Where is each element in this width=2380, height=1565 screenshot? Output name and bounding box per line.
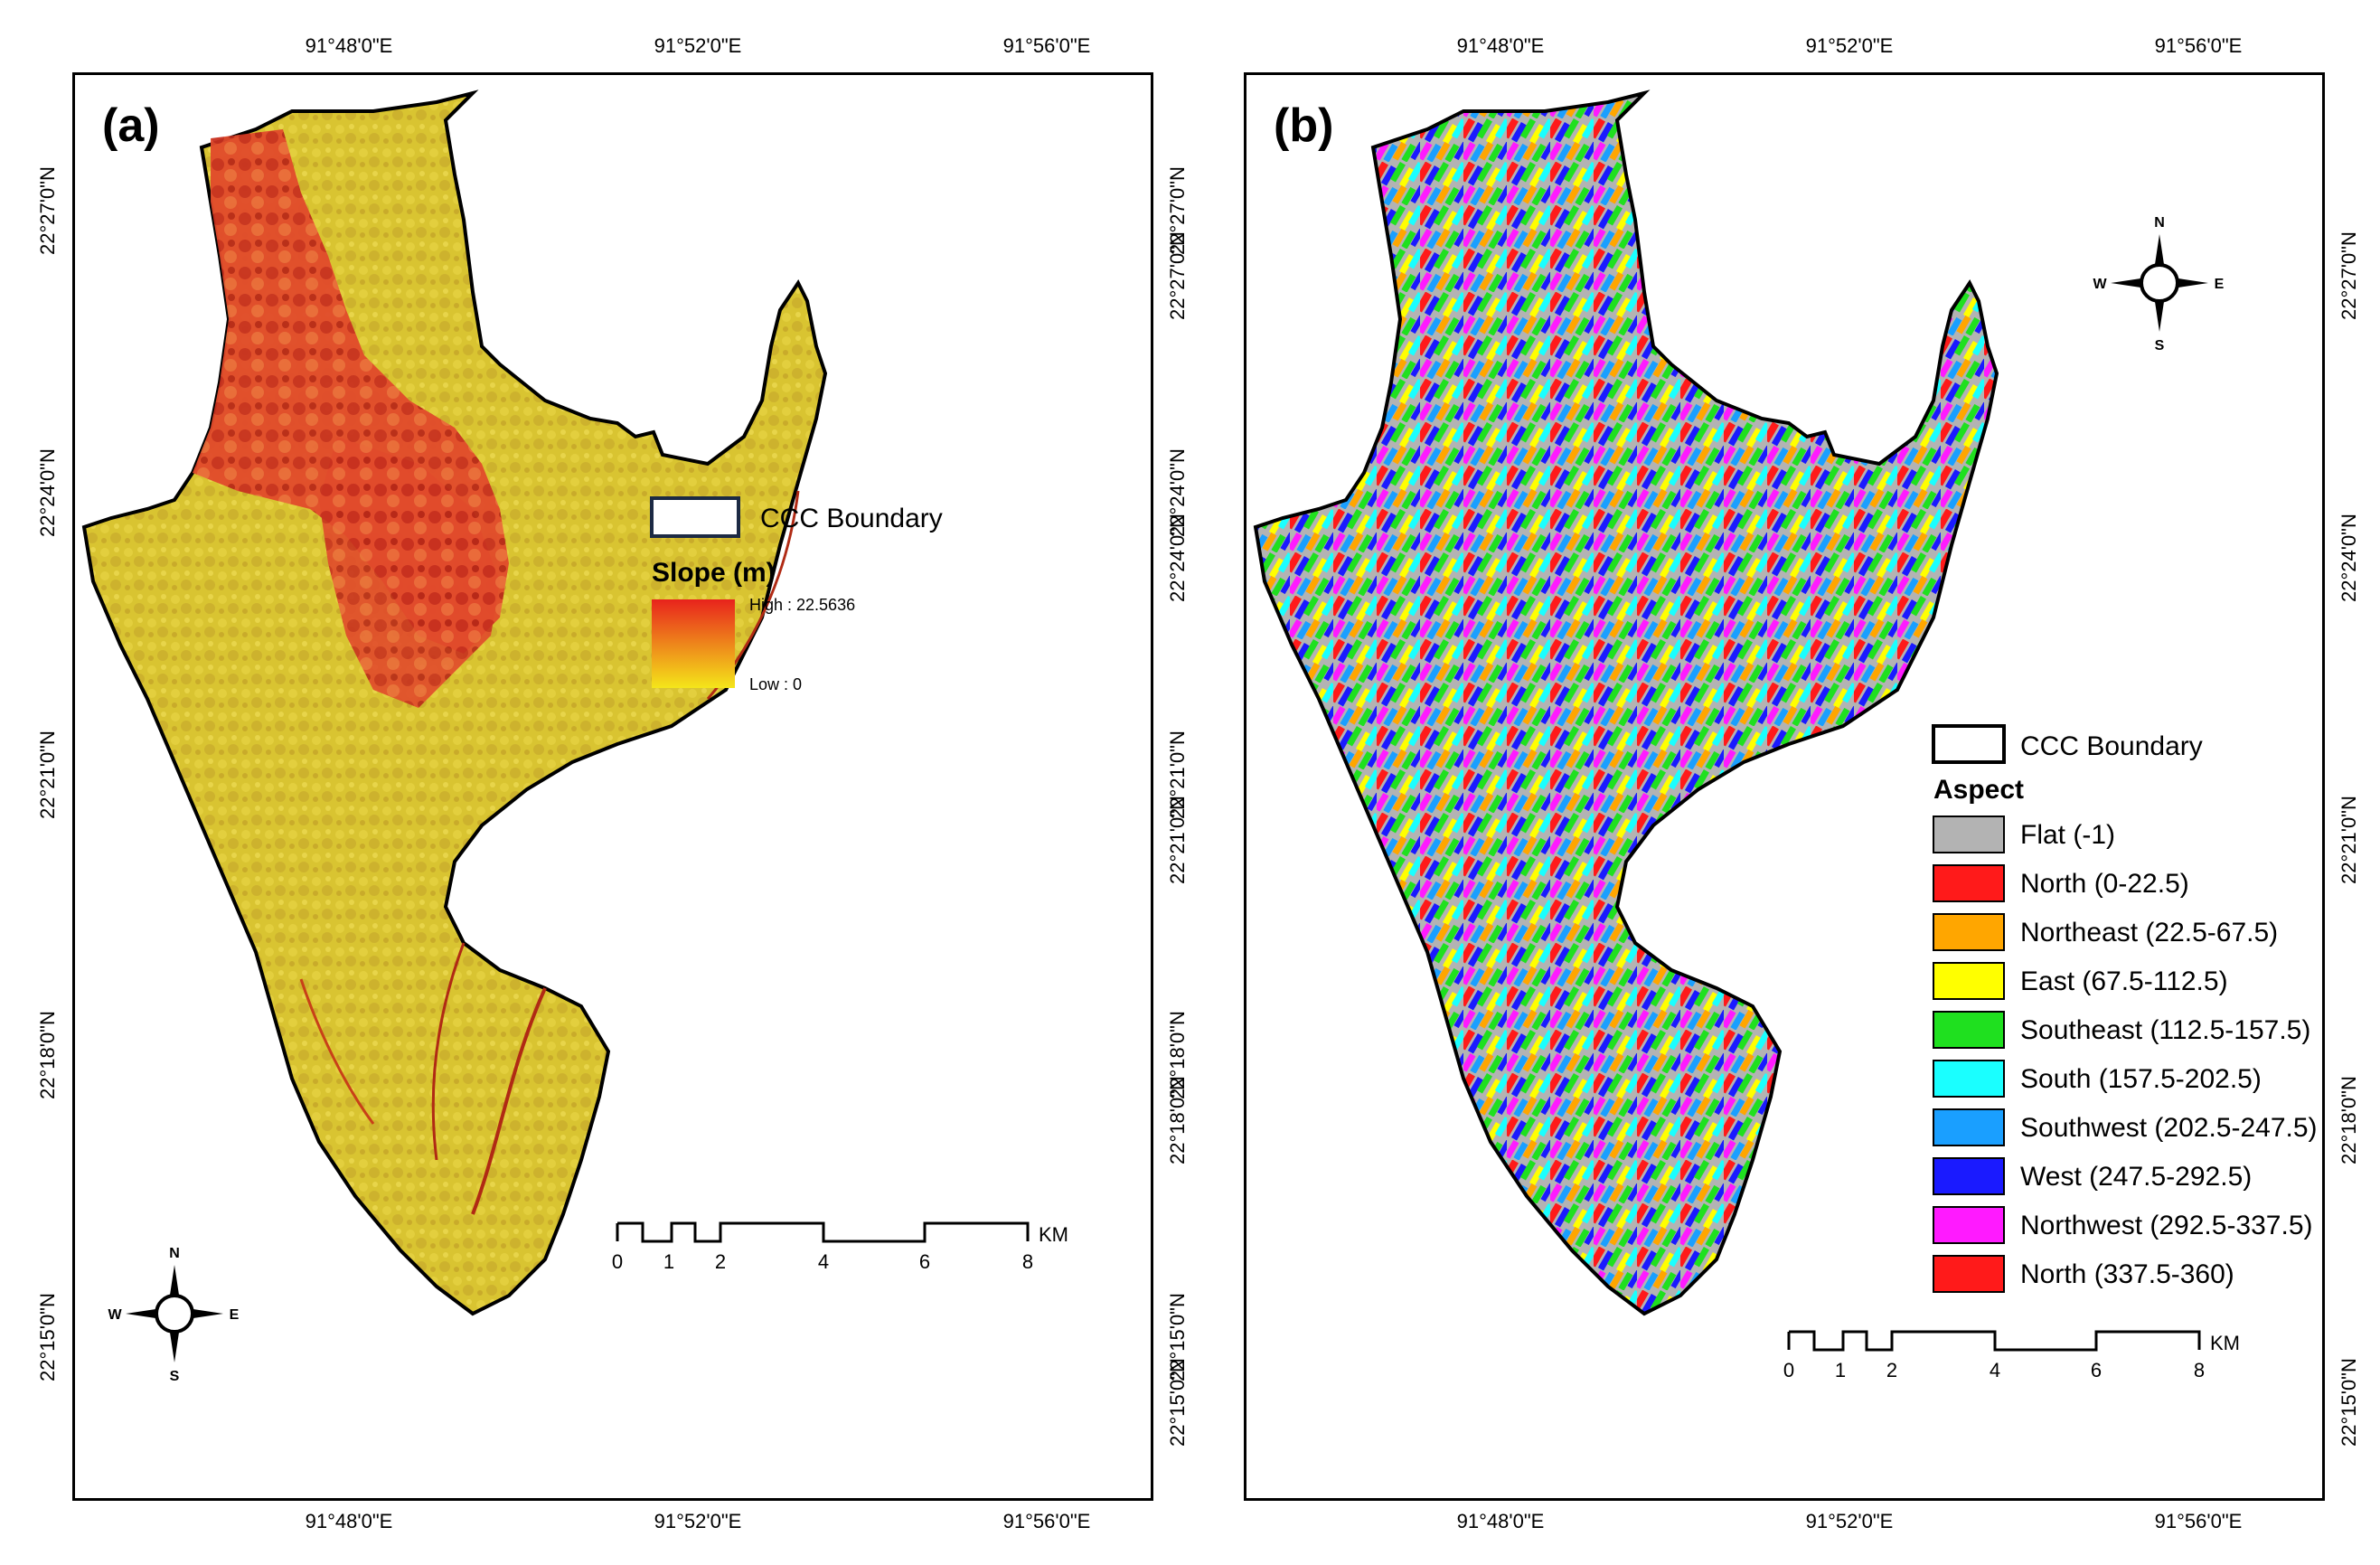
- right-lat-tick: 22°18'0"N: [2338, 1076, 2360, 1164]
- aspect-map-panel: N S E W CCC Boundary Aspect Flat (-1) Nor…: [1244, 72, 2325, 1501]
- scale-unit: KM: [2210, 1332, 2240, 1354]
- scale-label: 8: [2194, 1359, 2205, 1381]
- left-lat-tick: 22°21'0"N: [1166, 796, 1189, 884]
- top-lon-tick: 91°52'0"E: [1805, 34, 1894, 57]
- compass-n: N: [169, 1246, 180, 1261]
- left-lat-tick: 22°21'0"N: [36, 731, 59, 819]
- scale-label: 0: [1783, 1359, 1794, 1381]
- aspect-legend-label: Northwest (292.5-337.5): [2020, 1211, 2313, 1240]
- scale-label: 2: [715, 1250, 726, 1273]
- scale-label: 6: [2091, 1359, 2102, 1381]
- aspect-legend-label: East (67.5-112.5): [2020, 966, 2228, 996]
- bottom-lon-tick: 91°52'0"E: [654, 1510, 742, 1532]
- scale-label: 1: [1835, 1359, 1846, 1381]
- left-lat-tick: 22°15'0"N: [1166, 1358, 1189, 1447]
- panel-label: (a): [102, 99, 160, 152]
- compass-w: W: [108, 1307, 122, 1323]
- aspect-legend-label: West (247.5-292.5): [2020, 1162, 2252, 1192]
- compass-e: E: [2215, 277, 2225, 292]
- aspect-legend-swatch: [1933, 1206, 2005, 1244]
- compass-s: S: [170, 1369, 180, 1384]
- slope-map-canvas: CCC Boundary Slope (m) High : 22.5636 Lo…: [81, 90, 1068, 1384]
- aspect-legend-label: Southwest (202.5-247.5): [2020, 1113, 2318, 1143]
- aspect-legend-label: South (157.5-202.5): [2020, 1064, 2262, 1094]
- left-lat-tick: 22°18'0"N: [1166, 1076, 1189, 1164]
- boundary-legend-label: CCC Boundary: [760, 504, 943, 533]
- top-lon-tick: 91°48'0"E: [1456, 34, 1545, 57]
- aspect-legend-label: North (0-22.5): [2020, 869, 2189, 899]
- left-lat-tick: 22°27'0"N: [36, 166, 59, 255]
- aspect-legend-label: Southeast (112.5-157.5): [2020, 1015, 2310, 1045]
- slope-high-label: High : 22.5636: [749, 596, 855, 614]
- top-lon-tick: 91°52'0"E: [654, 34, 742, 57]
- slope-legend-title: Slope (m): [652, 558, 776, 588]
- aspect-legend-swatch: [1933, 962, 2005, 1000]
- aspect-legend-swatch: [1933, 1060, 2005, 1098]
- aspect-legend-label: Flat (-1): [2020, 820, 2115, 850]
- boundary-legend-label: CCC Boundary: [2020, 731, 2203, 761]
- aspect-legend: Flat (-1) North (0-22.5) Northeast (22.5-6…: [1933, 815, 2318, 1293]
- aspect-legend-swatch: [1933, 1157, 2005, 1195]
- aspect-legend-swatch: [1933, 815, 2005, 853]
- slope-gradient-swatch: [652, 599, 735, 688]
- compass-w: W: [2093, 277, 2107, 292]
- left-lat-tick: 22°24'0"N: [1166, 514, 1189, 602]
- scale-label: 6: [919, 1250, 930, 1273]
- aspect-legend-swatch: [1933, 1108, 2005, 1146]
- scale-label: 8: [1022, 1250, 1033, 1273]
- top-lon-tick: 91°56'0"E: [2154, 34, 2243, 57]
- bottom-lon-tick: 91°48'0"E: [305, 1510, 393, 1532]
- aspect-legend-swatch: [1933, 1011, 2005, 1049]
- scale-bar: [616, 1221, 1030, 1243]
- drainage-line: [299, 978, 375, 1125]
- bottom-lon-tick: 91°52'0"E: [1805, 1510, 1894, 1532]
- scale-label: 2: [1886, 1359, 1897, 1381]
- slope-map-panel: CCC Boundary Slope (m) High : 22.5636 Lo…: [72, 72, 1153, 1501]
- left-lat-tick: 22°24'0"N: [36, 448, 59, 537]
- bottom-lon-tick: 91°48'0"E: [1456, 1510, 1545, 1532]
- scale-label: 4: [1990, 1359, 2000, 1381]
- scale-unit: KM: [1039, 1223, 1068, 1246]
- aspect-map-canvas: N S E W CCC Boundary Aspect Flat (-1) Nor…: [1253, 90, 2318, 1381]
- top-lon-tick: 91°56'0"E: [1002, 34, 1091, 57]
- ccc-boundary-shape: [1253, 90, 1999, 1316]
- left-lat-tick: 22°27'0"N: [1166, 231, 1189, 320]
- scale-label: 0: [612, 1250, 623, 1273]
- drainage-line: [431, 942, 466, 1161]
- compass-n: N: [2154, 215, 2165, 231]
- compass-s: S: [2155, 338, 2165, 354]
- north-arrow-icon: N S E W: [2093, 215, 2224, 354]
- north-arrow-icon: N S E W: [108, 1246, 239, 1384]
- top-lon-tick: 91°48'0"E: [305, 34, 393, 57]
- right-lat-tick: 22°21'0"N: [2338, 796, 2360, 884]
- scale-label: 4: [818, 1250, 829, 1273]
- ccc-boundary-shape: [81, 90, 828, 1316]
- right-lat-tick: 22°24'0"N: [2338, 514, 2360, 602]
- left-lat-tick: 22°18'0"N: [36, 1011, 59, 1099]
- aspect-legend-label: North (337.5-360): [2020, 1259, 2234, 1289]
- scale-label: 1: [663, 1250, 674, 1273]
- aspect-legend-swatch: [1933, 913, 2005, 951]
- right-lat-tick: 22°15'0"N: [2338, 1358, 2360, 1447]
- slope-low-label: Low : 0: [749, 675, 802, 693]
- boundary-legend-swatch: [650, 496, 740, 538]
- aspect-legend-label: Northeast (22.5-67.5): [2020, 918, 2278, 947]
- aspect-legend-swatch: [1933, 1255, 2005, 1293]
- scale-bar: [1787, 1330, 2201, 1352]
- drainage-line: [471, 987, 547, 1215]
- bottom-lon-tick: 91°56'0"E: [1002, 1510, 1091, 1532]
- left-lat-tick: 22°15'0"N: [36, 1293, 59, 1381]
- right-lat-tick: 22°27'0"N: [2338, 231, 2360, 320]
- panel-label: (b): [1274, 99, 1334, 152]
- boundary-legend-swatch: [1932, 724, 2006, 764]
- high-slope-ridge: [319, 437, 500, 708]
- bottom-lon-tick: 91°56'0"E: [2154, 1510, 2243, 1532]
- aspect-legend-title: Aspect: [1933, 775, 2024, 805]
- aspect-legend-swatch: [1933, 864, 2005, 902]
- compass-e: E: [230, 1307, 240, 1323]
